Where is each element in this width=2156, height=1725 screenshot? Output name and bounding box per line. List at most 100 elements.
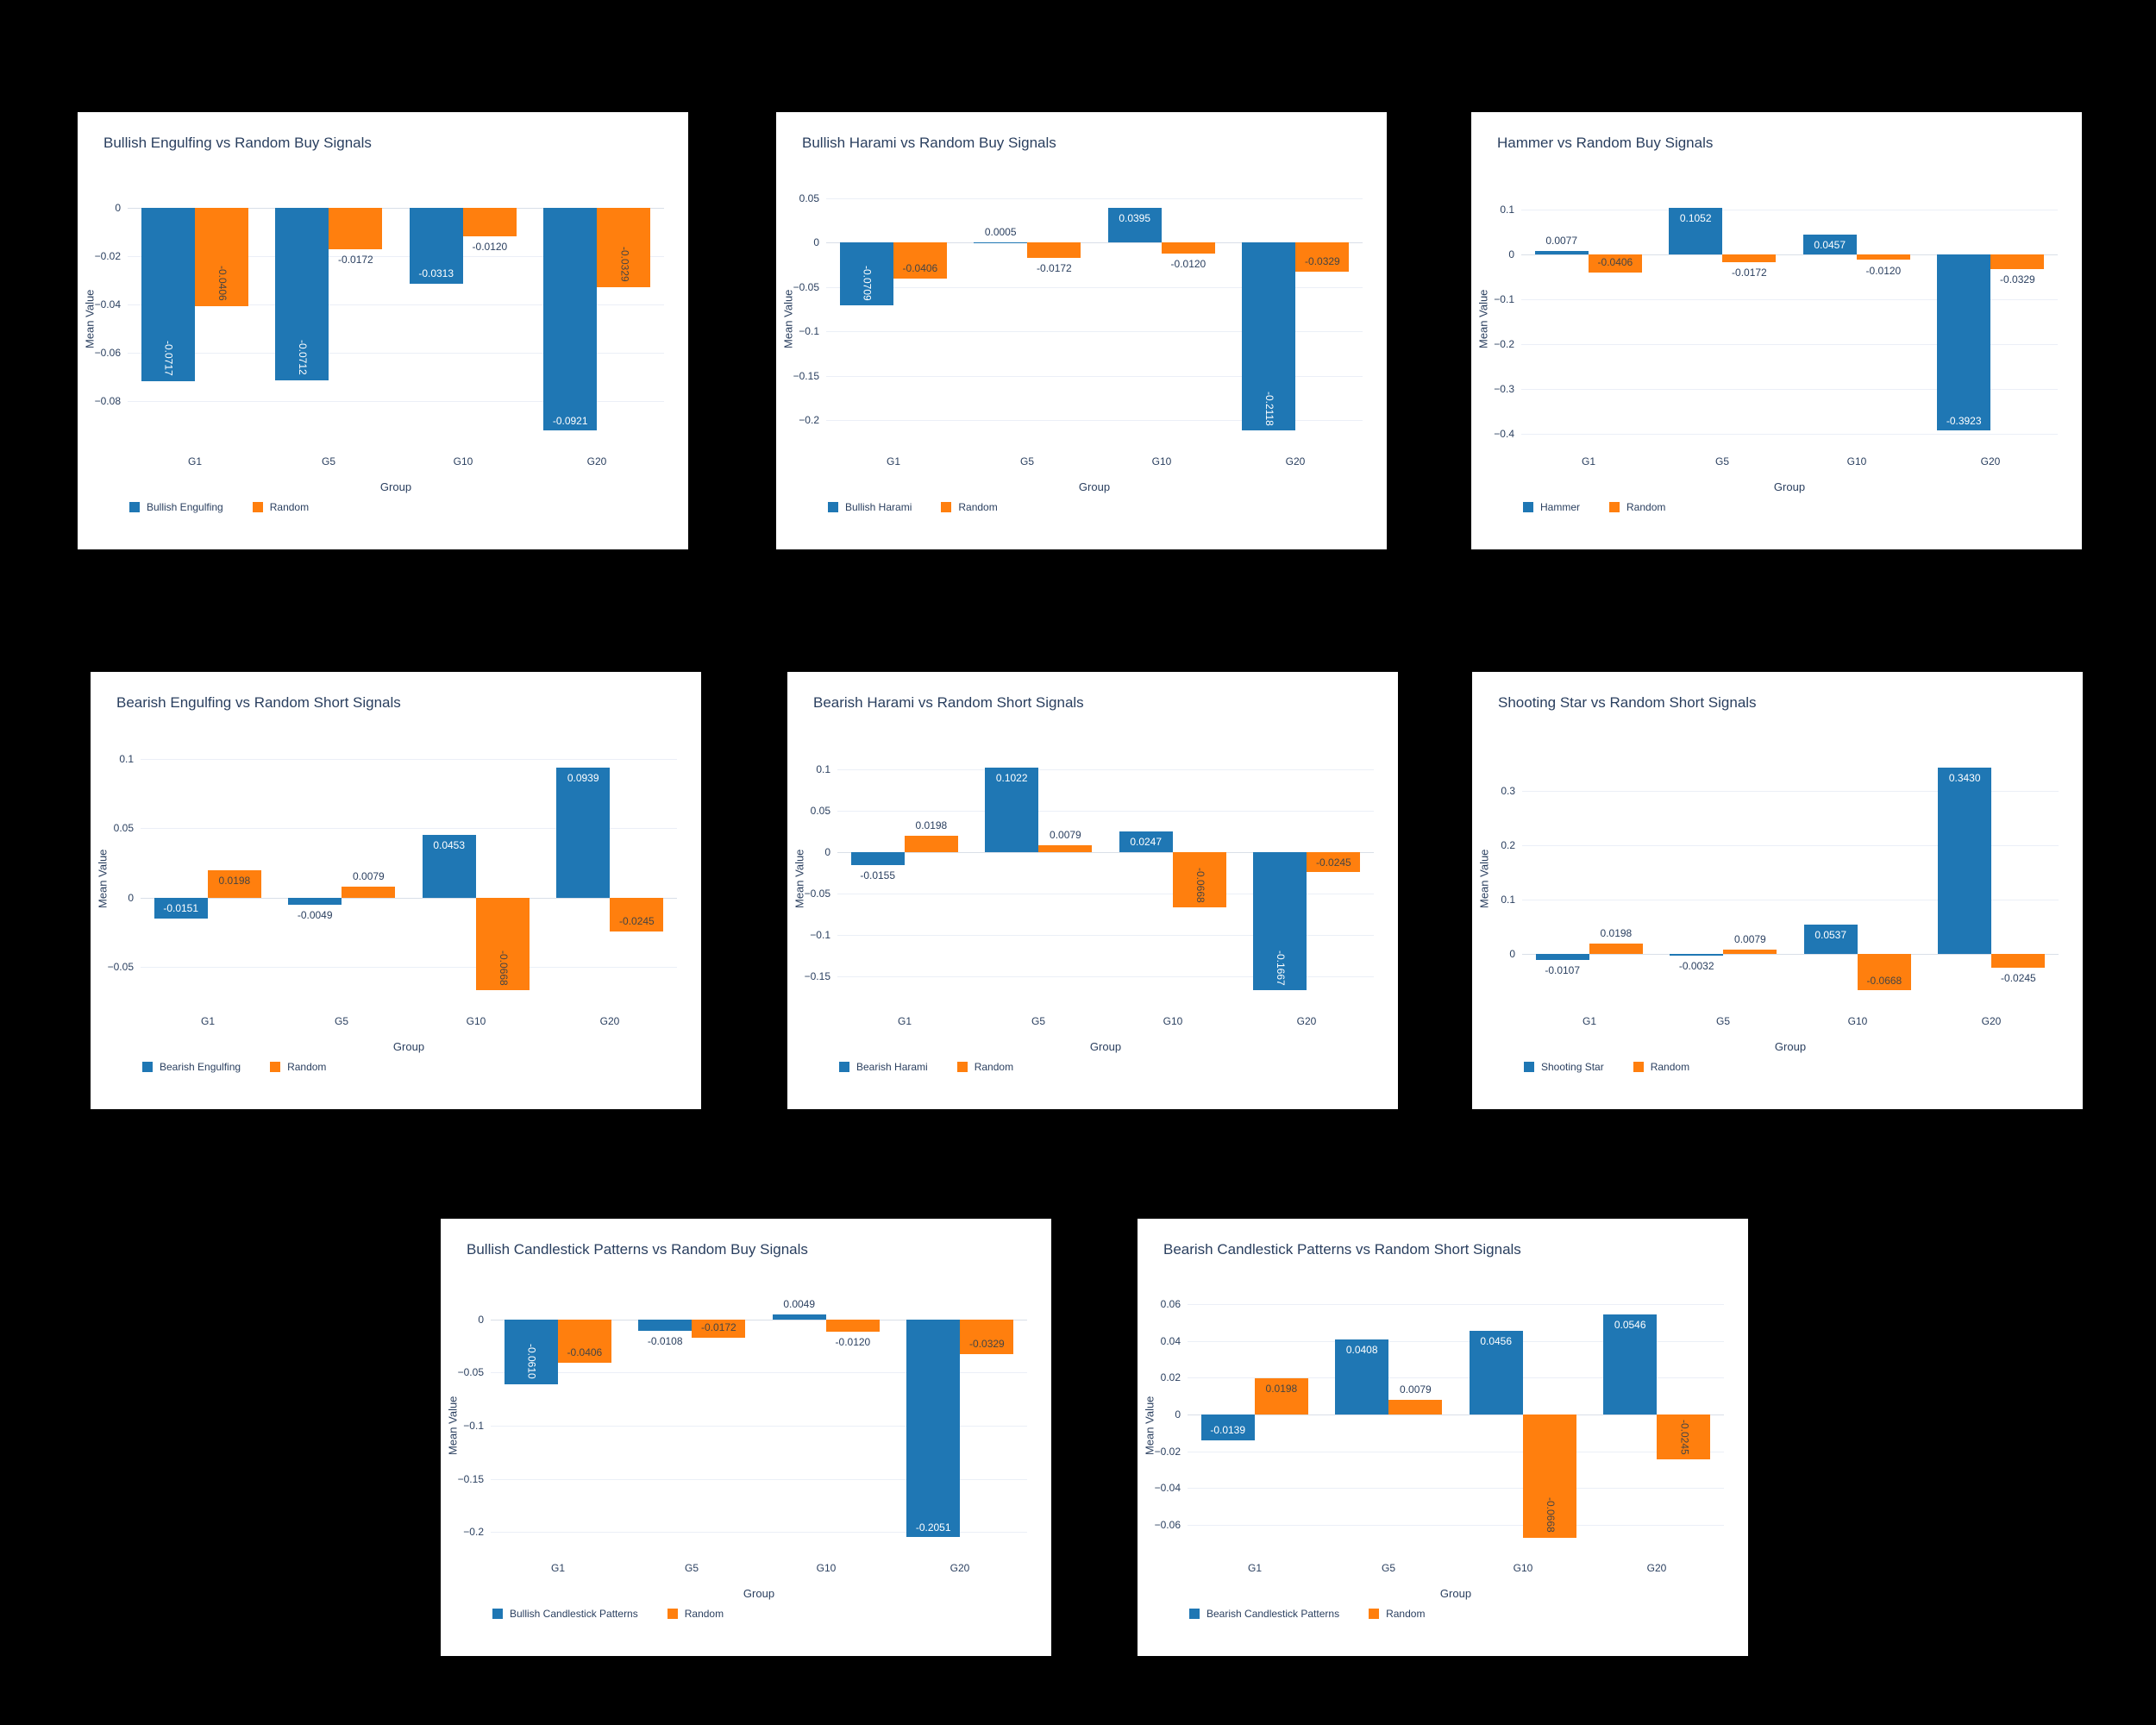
bar-bearish-candlestick-patterns-g5[interactable] [1335,1339,1389,1414]
bar-hammer-g10[interactable] [1802,234,1857,255]
orange-swatch-icon [1369,1609,1380,1619]
bar-random-g20[interactable] [960,1319,1014,1355]
bar-random-g10[interactable] [462,207,517,237]
orange-swatch-icon [941,502,952,512]
bar-label: 0.1052 [1679,211,1712,224]
bar-bullish-engulfing-g1[interactable] [141,207,195,382]
legend-item-random[interactable]: Random [956,1061,1013,1073]
bar-random-g10[interactable] [825,1319,880,1333]
bar-random-g20[interactable] [1295,242,1350,273]
bar-random-g1[interactable] [1589,943,1643,955]
bar-random-g1[interactable] [557,1319,611,1363]
legend-item-random[interactable]: Random [667,1608,724,1620]
plot-area: -0.0610 -0.0108 0.0049 -0.2051 -0.0406 -0.017… [491,1298,1027,1551]
bar-bullish-harami-g10[interactable] [1107,207,1162,243]
legend-item-random[interactable]: Random [270,1061,326,1073]
legend-item-random[interactable]: Random [1369,1608,1425,1620]
bar-random-g5[interactable] [1388,1400,1443,1414]
bar-random-g20[interactable] [610,897,664,932]
x-tick-label: G10 [1163,1015,1183,1027]
legend-item-random[interactable]: Random [252,501,310,513]
bar-random-g20[interactable] [1991,954,2046,968]
bar-random-g10[interactable] [1522,1414,1576,1538]
legend-item-bearish-engulfing[interactable]: Bearish Engulfing [142,1061,241,1073]
bar-shooting-star-g20[interactable] [1938,767,1992,955]
bar-random-g5[interactable] [342,887,396,898]
bar-hammer-g5[interactable] [1669,207,1723,255]
y-tick-label: 0.06 [1160,1298,1181,1310]
bar-bullish-engulfing-g10[interactable] [409,207,463,284]
bar-random-g10[interactable] [1856,254,1910,260]
bar-bullish-engulfing-g5[interactable] [275,207,329,380]
bar-random-g1[interactable] [904,835,958,852]
bar-bullish-candlestick-patterns-g1[interactable] [504,1319,558,1384]
bar-bearish-harami-g20[interactable] [1253,851,1307,991]
bar-random-g5[interactable] [329,207,383,249]
x-tick-label: G1 [1581,455,1595,467]
legend-item-bearish-harami[interactable]: Bearish Harami [839,1061,928,1073]
bar-random-g5[interactable] [1038,845,1093,852]
legend-item-hammer[interactable]: Hammer [1523,501,1580,513]
x-tick-label: G1 [187,455,202,467]
bar-hammer-g1[interactable] [1534,251,1589,255]
bar-random-g1[interactable] [893,242,947,279]
legend: Bearish Candlestick Patterns Random [1189,1608,1425,1620]
bar-bullish-harami-g1[interactable] [839,242,893,306]
bar-bullish-harami-g5[interactable] [974,242,1028,243]
bar-random-g5[interactable] [1723,950,1777,955]
bar-random-g1[interactable] [1254,1377,1308,1414]
bar-bearish-harami-g10[interactable] [1119,831,1173,852]
bar-bearish-harami-g1[interactable] [850,851,905,865]
bar-shooting-star-g5[interactable] [1670,954,1724,957]
bar-bearish-engulfing-g5[interactable] [288,897,342,905]
bar-random-g20[interactable] [597,207,651,287]
y-tick-label: 0.2 [1501,839,1515,851]
bar-bearish-engulfing-g1[interactable] [154,897,208,919]
bar-shooting-star-g1[interactable] [1535,954,1589,961]
bar-hammer-g20[interactable] [1937,254,1991,431]
legend-item-random[interactable]: Random [1633,1061,1689,1073]
legend-item-bearish-candlestick-patterns[interactable]: Bearish Candlestick Patterns [1189,1608,1339,1620]
bar-random-g5[interactable] [1027,242,1081,258]
bar-random-g5[interactable] [1722,254,1777,263]
bar-bullish-engulfing-g20[interactable] [543,207,598,431]
bar-shooting-star-g10[interactable] [1803,925,1858,955]
y-tick-label: 0 [128,892,134,904]
bar-random-g10[interactable] [1857,954,1911,991]
bar-bearish-engulfing-g20[interactable] [556,767,611,898]
y-tick-label: 0.02 [1160,1371,1181,1383]
bar-bullish-candlestick-patterns-g10[interactable] [772,1314,826,1320]
bar-random-g1[interactable] [194,207,248,306]
y-tick-label: −0.06 [94,347,121,359]
bar-random-g10[interactable] [1172,851,1226,908]
y-tick-label: −0.15 [457,1473,484,1485]
bar-random-g20[interactable] [1307,851,1361,873]
bar-bearish-harami-g5[interactable] [985,767,1039,852]
bar-random-g1[interactable] [207,869,261,898]
bar-random-g10[interactable] [475,897,530,991]
plot-area: -0.0139 0.0408 0.0456 0.0546 0.0198 0.0079 -0.… [1188,1301,1724,1551]
x-axis-title: Group [1078,480,1111,493]
bar-random-g10[interactable] [1161,242,1215,254]
bar-bullish-candlestick-patterns-g20[interactable] [906,1319,961,1538]
legend-item-random[interactable]: Random [1609,501,1665,513]
bar-random-g5[interactable] [692,1319,746,1338]
bar-bearish-candlestick-patterns-g1[interactable] [1200,1414,1255,1440]
legend-item-random[interactable]: Random [941,501,998,513]
bar-random-g1[interactable] [1588,254,1642,273]
legend-item-bullish-harami[interactable]: Bullish Harami [828,501,912,513]
bar-random-g20[interactable] [1657,1414,1711,1460]
bar-bearish-candlestick-patterns-g10[interactable] [1469,1330,1523,1414]
y-tick-label: 0.3 [1501,785,1515,797]
bar-bearish-engulfing-g10[interactable] [422,834,476,898]
bar-bullish-candlestick-patterns-g5[interactable] [638,1319,693,1331]
bar-bullish-harami-g20[interactable] [1242,242,1296,431]
legend-item-bullish-engulfing[interactable]: Bullish Engulfing [129,501,223,513]
x-tick-label: G5 [334,1015,348,1027]
legend-item-bullish-candlestick-patterns[interactable]: Bullish Candlestick Patterns [492,1608,638,1620]
gridline [128,304,664,305]
bar-random-g20[interactable] [1990,254,2045,270]
bar-bearish-candlestick-patterns-g20[interactable] [1603,1314,1658,1414]
legend-label: Random [269,501,310,513]
legend-item-shooting-star[interactable]: Shooting Star [1524,1061,1604,1073]
